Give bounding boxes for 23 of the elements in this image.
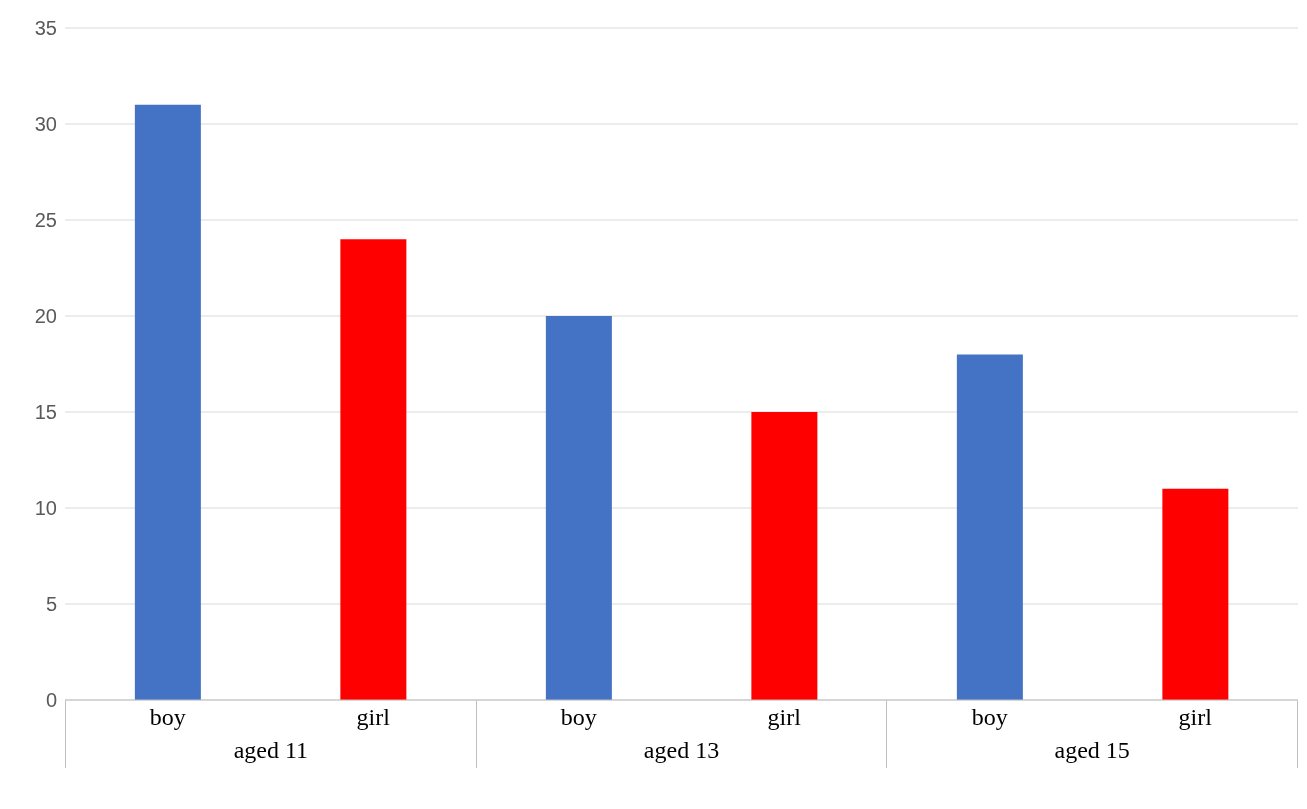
text: aged 15 xyxy=(1054,737,1130,764)
x-tick-label: girl xyxy=(767,704,802,731)
text: aged 11 xyxy=(233,737,309,764)
text: aged 13 xyxy=(643,737,720,764)
x-tick-label: boy xyxy=(971,704,1008,731)
y-tick-label: 30 xyxy=(34,113,57,136)
bar xyxy=(751,412,818,700)
x-tick-label: boy xyxy=(560,704,597,731)
y-tick-label: 25 xyxy=(34,209,57,232)
y-tick-label: 5 xyxy=(45,593,57,616)
y-tick-label: 20 xyxy=(34,305,57,328)
bar xyxy=(1162,488,1229,700)
y-tick-label: 0 xyxy=(45,689,57,712)
x-tick-label: girl xyxy=(1178,704,1213,731)
y-tick-label: 10 xyxy=(34,497,57,520)
y-tick-label: 35 xyxy=(34,17,57,40)
bar xyxy=(545,316,612,700)
x-tick-label: boy xyxy=(149,704,186,731)
y-tick-label: 15 xyxy=(34,401,57,424)
x-tick-label: girl xyxy=(356,704,391,731)
bar xyxy=(340,239,407,700)
bar xyxy=(134,104,201,700)
bar xyxy=(956,354,1023,700)
